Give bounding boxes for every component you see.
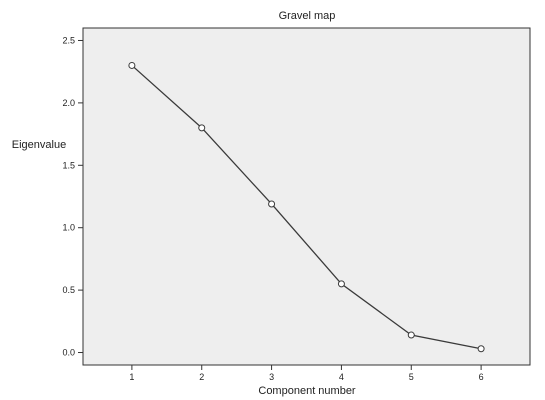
data-point (337, 280, 345, 288)
data-point (128, 61, 136, 69)
series-line (131, 64, 482, 350)
eigenvalue-line (131, 64, 482, 350)
x-axis-label: Component number (258, 385, 356, 397)
x-tick-label: 4 (339, 372, 344, 382)
data-point (407, 331, 415, 339)
chart-title: Gravel map (279, 10, 336, 22)
y-tick-label: 0.5 (62, 285, 75, 295)
y-axis-label: Eigenvalue (12, 139, 66, 151)
y-tick-label: 2.0 (62, 98, 75, 108)
x-axis: 1 2 3 4 5 6 (129, 365, 484, 382)
x-tick-label: 5 (409, 372, 414, 382)
data-point (198, 124, 206, 132)
x-tick-label: 2 (199, 372, 204, 382)
x-tick-label: 1 (129, 372, 134, 382)
y-tick-label: 1.5 (62, 160, 75, 170)
data-point (268, 200, 276, 208)
series-markers (128, 61, 485, 353)
y-tick-label: 1.0 (62, 223, 75, 233)
x-tick-label: 6 (479, 372, 484, 382)
data-point (477, 345, 485, 353)
y-tick-label: 0.0 (62, 348, 75, 358)
plot-area (82, 27, 531, 366)
y-axis: 0.0 0.5 1.0 1.5 2.0 2.5 (62, 35, 83, 358)
x-tick-label: 3 (269, 372, 274, 382)
y-tick-label: 2.5 (62, 35, 75, 45)
